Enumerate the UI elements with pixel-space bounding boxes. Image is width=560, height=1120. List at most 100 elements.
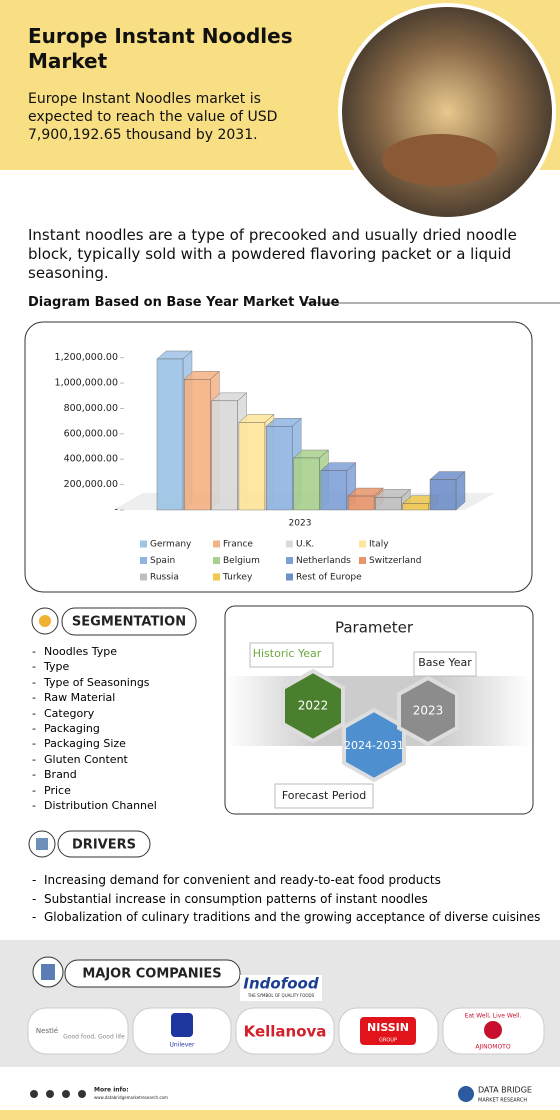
legend-swatch: [286, 557, 293, 564]
logo-pill: [27, 1007, 129, 1055]
drivers-title: DRIVERS: [72, 838, 136, 853]
legend-swatch: [213, 573, 220, 581]
list-item: Globalization of culinary traditions and…: [32, 908, 540, 927]
ajinomoto: AJINOMOTO: [475, 1044, 510, 1051]
legend-label: France: [223, 540, 253, 550]
list-item: Price: [32, 783, 157, 798]
bar: [320, 470, 347, 511]
segmentation-icon-dot: [39, 615, 51, 627]
segmentation-pill: [61, 607, 197, 636]
list-item: Packaging Size: [32, 736, 157, 751]
list-item: Increasing demand for convenient and rea…: [32, 871, 540, 890]
icon: [62, 1090, 70, 1098]
base-year: 2023: [413, 704, 444, 718]
title: Europe Instant Noodles Market: [28, 24, 293, 73]
y-tick-label: 800,000.00: [64, 403, 118, 414]
hex-base: [397, 675, 459, 747]
unilever-mark: [171, 1013, 193, 1037]
list-item: Type of Seasonings: [32, 675, 157, 690]
legend-label: U.K.: [296, 540, 314, 550]
intro: Instant noodles are a type of precooked …: [28, 226, 517, 282]
base-box: [413, 651, 477, 677]
forecast-box: [274, 783, 374, 809]
bar: [266, 426, 293, 511]
brand-mark: [458, 1086, 474, 1102]
legend-swatch: [140, 557, 147, 564]
legend-swatch: [359, 557, 366, 564]
drivers-icon-mark: [36, 838, 48, 850]
legend-swatch: [140, 573, 147, 581]
nissin: NISSIN: [367, 1021, 409, 1034]
bar: [429, 479, 457, 511]
indofood-tag: THE SYMBOL OF QUALITY FOODS: [247, 993, 315, 998]
legend-label: Turkey: [222, 573, 253, 583]
parameter-title: Parameter: [335, 619, 414, 637]
nestle: Nestlé: [36, 1027, 58, 1035]
legend-swatch: [213, 557, 220, 564]
segmentation-title: SEGMENTATION: [72, 615, 186, 630]
bar: [347, 495, 375, 511]
legend-label: Netherlands: [296, 556, 351, 566]
bar: [211, 400, 238, 511]
chart-heading: Diagram Based on Base Year Market Value: [28, 295, 340, 310]
companies-pill: [64, 959, 241, 988]
list-item: Raw Material: [32, 690, 157, 705]
y-tick-label: 600,000.00: [64, 428, 118, 439]
drivers-pill: [57, 830, 151, 858]
segmentation-list: Noodles TypeTypeType of SeasoningsRaw Ma…: [32, 644, 157, 813]
forecast-label: Forecast Period: [282, 789, 366, 802]
legend-swatch: [213, 540, 220, 548]
y-tick-label: 1,200,000.00: [55, 352, 118, 363]
list-item: Gluten Content: [32, 752, 157, 767]
brand-sub: MARKET RESEARCH: [478, 1098, 527, 1104]
x-tick-label: 2023: [289, 519, 312, 529]
kellanova: Kellanova: [244, 1023, 327, 1041]
ajinomoto-tag: Eat Well, Live Well.: [465, 1013, 522, 1020]
ajinomoto-mark: [484, 1021, 502, 1039]
y-tick-label: 400,000.00: [64, 454, 118, 465]
icon: [30, 1090, 38, 1098]
nestle-tag: Good food, Good life: [63, 1034, 125, 1041]
hex-historic: [281, 668, 345, 744]
nissin-mark: [360, 1017, 416, 1045]
legend-label: Russia: [150, 573, 179, 583]
legend-label: Germany: [150, 540, 192, 550]
companies-icon-mark: [41, 964, 55, 980]
noodle-photo: [338, 3, 556, 221]
historic-label: Historic Year: [253, 647, 322, 660]
indofood: Indofood: [243, 975, 318, 993]
historic-box: [249, 642, 334, 668]
brand: DATA BRIDGE: [478, 1086, 532, 1095]
y-tick-label: 1,000,000.00: [55, 378, 118, 389]
list-item: Packaging: [32, 721, 157, 736]
legend-label: Spain: [150, 556, 175, 566]
drivers-list: Increasing demand for convenient and rea…: [32, 871, 540, 927]
list-item: Noodles Type: [32, 644, 157, 659]
more-info: More info:: [94, 1087, 129, 1094]
nissin-sub: GROUP: [379, 1038, 397, 1044]
forecast-years: 2024-2031: [344, 739, 404, 752]
bowl: [382, 134, 498, 186]
y-tick-label: -: [115, 505, 118, 516]
list-item: Distribution Channel: [32, 798, 157, 813]
icon: [78, 1090, 86, 1098]
historic-year: 2022: [298, 699, 329, 713]
legend-swatch: [140, 540, 147, 548]
indofood-logo: [240, 975, 322, 1001]
legend-label: Italy: [369, 540, 389, 550]
legend-swatch: [286, 540, 293, 548]
legend-swatch: [286, 573, 293, 581]
bar: [238, 422, 266, 511]
list-item: Brand: [32, 767, 157, 782]
legend-label: Switzerland: [369, 556, 422, 566]
base-label: Base Year: [418, 656, 472, 669]
unilever: Unilever: [170, 1042, 195, 1049]
legend-label: Belgium: [223, 556, 260, 566]
list-item: Substantial increase in consumption patt…: [32, 890, 540, 909]
url: www.databridgemarketresearch.com: [94, 1095, 168, 1100]
companies-title: MAJOR COMPANIES: [82, 967, 221, 982]
y-tick-label: 200,000.00: [64, 479, 118, 490]
bar: [156, 358, 184, 511]
legend-swatch: [359, 540, 366, 548]
